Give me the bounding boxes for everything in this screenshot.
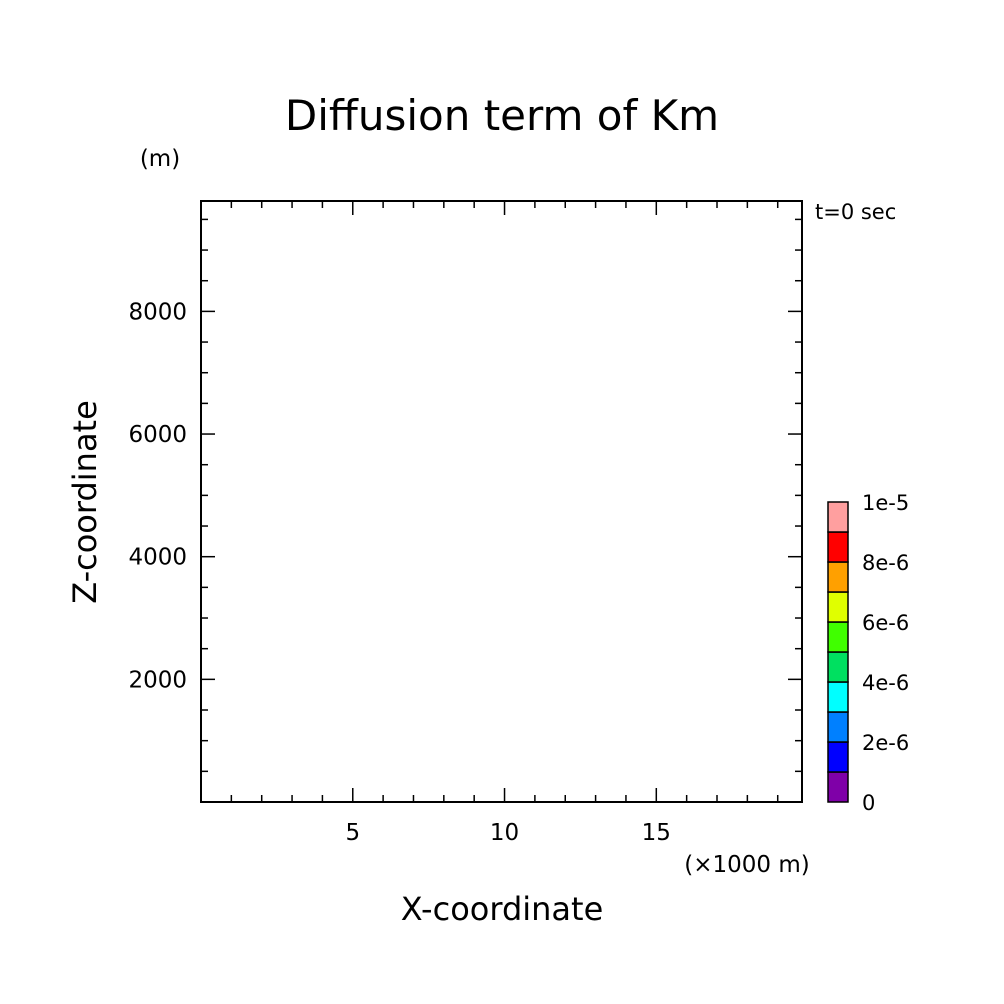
chart-title: Diffusion term of Km (285, 91, 719, 140)
y-tick-label: 6000 (128, 422, 187, 448)
colorbar-label: 0 (862, 791, 875, 815)
colorbar-swatch (827, 591, 849, 623)
y-tick-label: 8000 (128, 299, 187, 325)
axis-ticks (201, 201, 802, 802)
colorbar-swatch (827, 621, 849, 653)
colorbar-swatch (827, 531, 849, 563)
y-tick-label: 2000 (128, 667, 187, 693)
colorbar-swatch (827, 771, 849, 803)
colorbar-swatch (827, 711, 849, 743)
x-tick-label: 5 (345, 820, 360, 846)
colorbar-swatch (827, 561, 849, 593)
colorbar-swatch (827, 501, 849, 533)
colorbar-label: 1e-5 (862, 491, 909, 515)
colorbar-swatch (827, 741, 849, 773)
y-unit-label: (m) (140, 146, 180, 172)
time-label: t=0 sec (815, 200, 896, 224)
colorbar-labels: 0 2e-6 4e-6 6e-6 8e-6 1e-5 (862, 491, 909, 815)
y-tick-label: 4000 (128, 545, 187, 571)
colorbar-label: 6e-6 (862, 611, 909, 635)
x-unit-label: (×1000 m) (684, 852, 809, 878)
x-tick-labels: 5 10 15 (345, 820, 670, 846)
x-tick-label: 15 (642, 820, 671, 846)
colorbar-label: 2e-6 (862, 731, 909, 755)
colorbar (827, 501, 849, 803)
plot-area (200, 200, 803, 803)
y-axis-label: Z-coordinate (66, 400, 104, 604)
y-tick-labels: 2000 4000 6000 8000 (128, 299, 187, 693)
x-axis-label: X-coordinate (401, 890, 604, 928)
x-tick-label: 10 (490, 820, 519, 846)
colorbar-label: 4e-6 (862, 671, 909, 695)
colorbar-swatch (827, 651, 849, 683)
colorbar-label: 8e-6 (862, 551, 909, 575)
colorbar-swatch (827, 681, 849, 713)
